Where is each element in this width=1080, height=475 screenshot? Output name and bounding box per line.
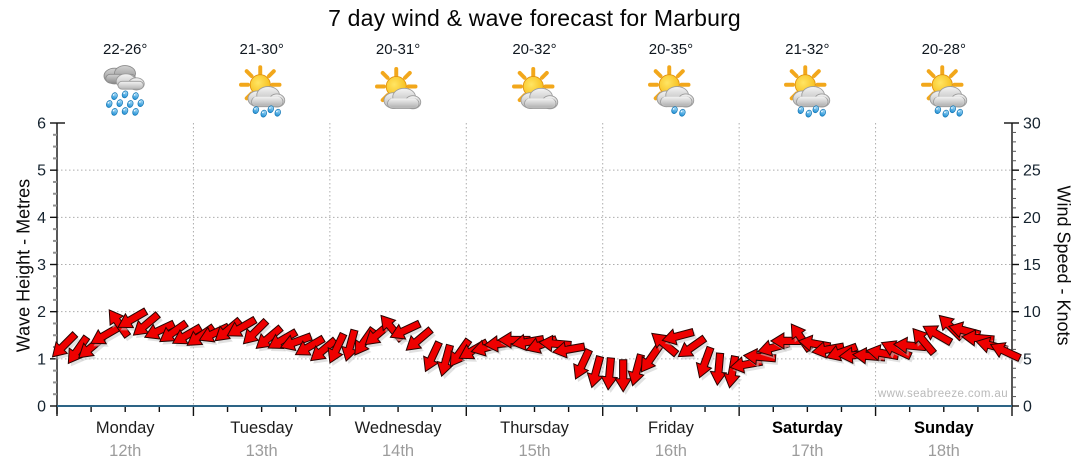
right-tick-label: 5 xyxy=(1023,351,1032,368)
chart-title: 7 day wind & wave forecast for Marburg xyxy=(328,5,741,31)
left-tick-label: 1 xyxy=(37,351,46,368)
temp-range-sunday: 20-28° xyxy=(921,41,966,58)
left-tick-label: 2 xyxy=(37,304,46,321)
watermark: www.seabreeze.com.au xyxy=(877,388,1008,400)
date-label-saturday: 17th xyxy=(791,442,824,460)
rain-icon xyxy=(97,62,153,118)
left-tick-label: 5 xyxy=(37,163,46,180)
temp-range-wednesday: 20-31° xyxy=(375,41,421,58)
date-label-tuesday: 13th xyxy=(245,442,278,460)
left-tick-label: 6 xyxy=(37,116,46,133)
day-label-saturday: Saturday xyxy=(772,419,843,437)
temp-range-saturday: 21-32° xyxy=(785,41,830,58)
day-label-friday: Friday xyxy=(648,419,694,437)
axis-tick-labels: 0 1 2 3 4 5 6 0 5 10 15 20 25 30 xyxy=(37,116,1041,416)
temp-range-tuesday: 21-30° xyxy=(239,41,284,58)
sun-cloud-icon xyxy=(370,62,426,118)
gridlines xyxy=(57,123,1012,406)
right-tick-label: 25 xyxy=(1023,163,1041,180)
temp-range-monday: 22-26° xyxy=(103,41,148,58)
left-tick-label: 4 xyxy=(37,210,46,227)
day-label-monday: Monday xyxy=(95,419,155,437)
date-label-sunday: 18th xyxy=(927,442,960,460)
day-label-sunday: Sunday xyxy=(913,419,974,437)
right-tick-label: 10 xyxy=(1023,304,1041,321)
sun-cloud-rain-icon xyxy=(779,62,835,118)
temp-range-thursday: 20-32° xyxy=(512,41,557,58)
day-label-thursday: Thursday xyxy=(500,419,569,437)
right-tick-label: 0 xyxy=(1023,399,1032,416)
date-label-thursday: 15th xyxy=(518,442,551,460)
date-label-monday: 12th xyxy=(109,442,142,460)
left-tick-label: 0 xyxy=(37,399,46,416)
axes xyxy=(56,122,1013,414)
date-label-friday: 16th xyxy=(654,442,687,460)
axis-ticks xyxy=(50,122,1019,416)
sun-cloud-drizzle-icon xyxy=(643,62,699,118)
wind-arrow-series xyxy=(46,303,1026,395)
right-tick-label: 15 xyxy=(1023,257,1041,274)
sun-cloud-icon xyxy=(507,62,563,118)
sun-cloud-rain-icon xyxy=(916,62,972,118)
day-label-tuesday: Tuesday xyxy=(230,419,293,437)
right-tick-label: 30 xyxy=(1023,116,1041,133)
date-label-wednesday: 14th xyxy=(382,442,415,460)
day-label-wednesday: Wednesday xyxy=(354,419,442,437)
sun-cloud-rain-icon xyxy=(234,62,290,118)
right-tick-label: 20 xyxy=(1023,210,1041,227)
left-tick-label: 3 xyxy=(37,257,46,274)
temp-range-friday: 20-35° xyxy=(648,41,694,58)
